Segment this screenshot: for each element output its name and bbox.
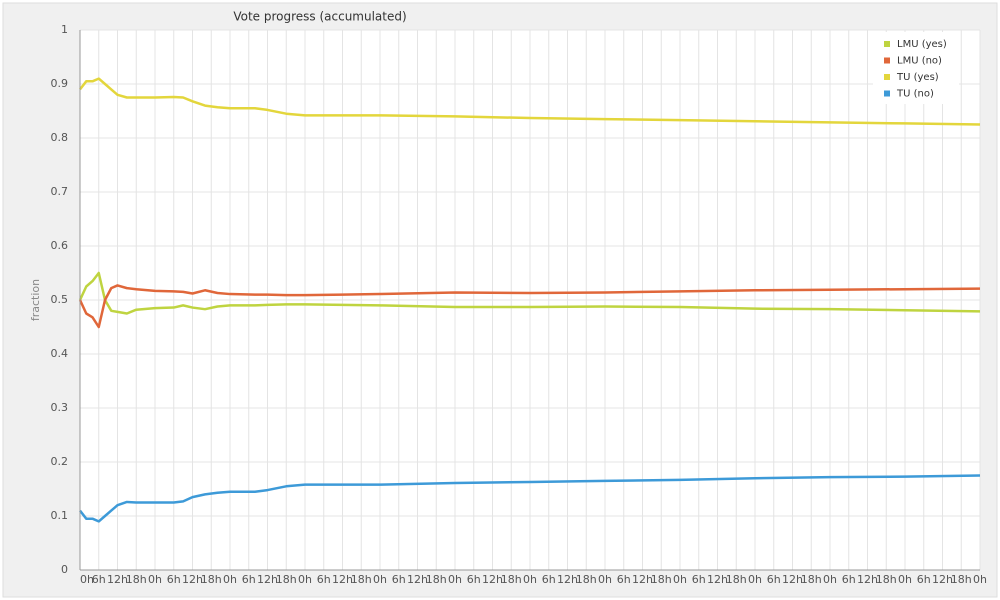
x-tick-label: 18h [651, 573, 672, 586]
x-tick-label: 6h [167, 573, 181, 586]
x-tick-label: 6h [767, 573, 781, 586]
x-tick-label: 0h [823, 573, 837, 586]
x-tick-label: 0h [373, 573, 387, 586]
x-tick-label: 12h [707, 573, 728, 586]
x-tick-label: 0h [448, 573, 462, 586]
x-tick-label: 18h [951, 573, 972, 586]
legend-label: TU (no) [896, 89, 934, 100]
y-tick-label: 0.1 [51, 509, 69, 522]
x-tick-label: 6h [242, 573, 256, 586]
x-tick-label: 6h [692, 573, 706, 586]
x-tick-label: 12h [557, 573, 578, 586]
x-tick-label: 0h [598, 573, 612, 586]
series-line [79, 77, 981, 126]
legend-swatch [884, 90, 890, 97]
x-tick-label: 12h [782, 573, 803, 586]
x-tick-label: 18h [801, 573, 822, 586]
y-tick-label: 0.4 [51, 347, 69, 360]
x-tick-label: 6h [617, 573, 631, 586]
x-tick-label: 12h [407, 573, 428, 586]
x-tick-label: 6h [317, 573, 331, 586]
x-tick-label: 6h [392, 573, 406, 586]
series-line [78, 271, 981, 315]
x-tick-label: 12h [332, 573, 353, 586]
x-tick-label: 18h [726, 573, 747, 586]
legend-swatch [884, 57, 890, 64]
y-tick-label: 0.7 [51, 185, 69, 198]
series-line [79, 474, 981, 523]
x-tick-label: 18h [126, 573, 147, 586]
x-tick-label: 18h [876, 573, 897, 586]
y-tick-label: 0.3 [51, 401, 69, 414]
x-tick-label: 0h [673, 573, 687, 586]
series-line [78, 284, 981, 329]
x-tick-label: 12h [632, 573, 653, 586]
x-tick-label: 6h [917, 573, 931, 586]
y-tick-label: 0.8 [51, 131, 69, 144]
x-tick-label: 12h [482, 573, 503, 586]
legend-label: LMU (yes) [897, 39, 947, 50]
x-tick-label: 18h [501, 573, 522, 586]
chart-title: Vote progress (accumulated) [233, 10, 406, 24]
legend-label: TU (yes) [896, 72, 939, 83]
lines [78, 77, 981, 523]
y-axis-label: fraction [29, 279, 42, 321]
x-tick-label: 0h [523, 573, 537, 586]
x-tick-label: 18h [201, 573, 222, 586]
legend-swatch [884, 41, 890, 47]
x-tick-label: 12h [182, 573, 203, 586]
x-tick-label: 12h [932, 573, 953, 586]
grid [79, 29, 981, 571]
legend [873, 32, 959, 104]
x-tick-label: 18h [276, 573, 297, 586]
x-tick-label: 6h [542, 573, 556, 586]
x-tick-label: 0h [148, 573, 162, 586]
x-tick-label: 0h [973, 573, 987, 586]
y-tick-label: 0.9 [51, 77, 69, 90]
x-tick-label: 18h [576, 573, 597, 586]
x-tick-label: 18h [426, 573, 447, 586]
x-tick-label: 12h [857, 573, 878, 586]
x-tick-label: 0h [748, 573, 762, 586]
x-tick-label: 0h [298, 573, 312, 586]
legend-items: LMU (yes) LMU (no) TU (yes) TU (no) [884, 39, 947, 100]
legend-label: LMU (no) [897, 56, 942, 67]
y-tick-label: 0.2 [51, 455, 69, 468]
x-tick-label: 6h [842, 573, 856, 586]
y-tick-label: 0 [61, 563, 68, 576]
x-tick-label: 12h [257, 573, 278, 586]
x-tick-label: 0h [80, 573, 94, 586]
y-tick-label: 0.5 [51, 293, 69, 306]
x-tick-label: 0h [223, 573, 237, 586]
x-tick-label: 0h [898, 573, 912, 586]
x-tick-label: 6h [467, 573, 481, 586]
x-tick-label: 18h [351, 573, 372, 586]
y-tick-label: 0.6 [51, 239, 69, 252]
x-tick-label: 6h [92, 573, 106, 586]
y-tick-label: 1 [61, 23, 68, 36]
legend-swatch [884, 74, 890, 80]
x-tick-label: 12h [107, 573, 128, 586]
